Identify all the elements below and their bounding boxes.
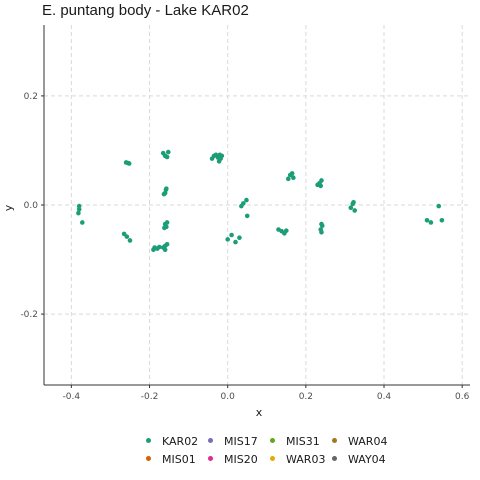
grid-lines bbox=[44, 25, 470, 385]
data-point bbox=[436, 203, 442, 209]
legend-item: MIS31 bbox=[264, 434, 326, 448]
data-point bbox=[319, 229, 324, 235]
legend-item: WAR04 bbox=[326, 434, 396, 448]
data-point bbox=[165, 149, 171, 155]
chart-title: E. puntang body - Lake KAR02 bbox=[42, 2, 249, 19]
tick-labels: -0.4 -0.2 0.0 0.2 0.4 0.6 -0.2 0.0 0.2 bbox=[20, 92, 469, 402]
data-point bbox=[161, 191, 167, 197]
x-tick-label: 0.4 bbox=[377, 392, 392, 402]
legend-key-icon bbox=[268, 436, 278, 446]
legend-item: MIS17 bbox=[202, 434, 264, 448]
data-point bbox=[352, 208, 358, 213]
data-point bbox=[229, 232, 234, 238]
data-point bbox=[284, 228, 289, 233]
data-point bbox=[164, 241, 170, 247]
legend-item: WAY04 bbox=[326, 452, 396, 466]
y-axis-title: y bbox=[2, 204, 15, 211]
data-point bbox=[351, 199, 356, 205]
data-point bbox=[80, 220, 85, 225]
legend-item: WAR03 bbox=[264, 452, 326, 466]
data-point bbox=[244, 197, 249, 203]
data-point bbox=[76, 203, 82, 209]
data-point bbox=[76, 210, 81, 216]
legend-key-icon bbox=[144, 436, 154, 446]
legend-item: KAR02 bbox=[140, 434, 202, 448]
data-point bbox=[291, 175, 296, 181]
y-tick-label: -0.2 bbox=[20, 310, 38, 320]
legend-label: KAR02 bbox=[162, 434, 199, 448]
legend-key-icon bbox=[330, 436, 340, 446]
data-point bbox=[424, 217, 430, 223]
legend-label: WAY04 bbox=[348, 452, 386, 466]
data-point bbox=[233, 239, 238, 245]
x-axis-title: x bbox=[256, 406, 263, 419]
legend-label: MIS31 bbox=[286, 434, 320, 448]
legend: KAR02 MIS17 MIS31 WAR04 MIS01 MIS20 WAR03 WAY04 bbox=[140, 434, 440, 466]
legend-key-icon bbox=[330, 454, 340, 464]
legend-key-icon bbox=[206, 436, 216, 446]
data-points bbox=[76, 149, 445, 253]
legend-key-icon bbox=[268, 454, 278, 464]
data-point bbox=[319, 223, 325, 229]
data-point bbox=[216, 159, 222, 164]
data-point bbox=[127, 238, 133, 243]
data-point bbox=[428, 220, 434, 225]
data-point bbox=[164, 220, 170, 225]
data-point bbox=[237, 235, 242, 241]
legend-item: MIS01 bbox=[140, 452, 202, 466]
legend-label: WAR03 bbox=[286, 452, 326, 466]
data-point bbox=[156, 244, 162, 250]
x-tick-label: 0.6 bbox=[455, 392, 470, 402]
legend-item: MIS20 bbox=[202, 452, 264, 466]
data-point bbox=[348, 205, 354, 211]
x-tick-label: 0.2 bbox=[299, 392, 313, 402]
legend-key-icon bbox=[144, 454, 154, 464]
x-tick-label: -0.4 bbox=[63, 392, 81, 402]
data-point bbox=[162, 225, 167, 231]
y-tick-label: 0.2 bbox=[24, 92, 38, 102]
data-point bbox=[76, 207, 82, 212]
data-point bbox=[164, 186, 169, 191]
legend-label: WAR04 bbox=[348, 434, 388, 448]
legend-label: MIS17 bbox=[224, 434, 258, 448]
x-tick-label: 0.0 bbox=[221, 392, 236, 402]
data-point bbox=[225, 237, 230, 242]
data-point bbox=[162, 247, 168, 253]
data-point bbox=[126, 161, 132, 166]
data-point bbox=[289, 171, 295, 176]
data-point bbox=[164, 154, 170, 160]
data-point bbox=[219, 153, 225, 159]
x-tick-label: -0.2 bbox=[141, 392, 159, 402]
data-point bbox=[319, 178, 324, 183]
data-point bbox=[318, 183, 324, 189]
legend-label: MIS01 bbox=[162, 452, 196, 466]
data-point bbox=[285, 176, 291, 182]
data-point bbox=[439, 217, 445, 223]
axis-frame bbox=[41, 25, 470, 388]
data-point bbox=[124, 234, 130, 239]
data-point bbox=[241, 201, 246, 206]
legend-key-icon bbox=[206, 454, 216, 464]
data-point bbox=[244, 213, 250, 219]
y-tick-label: 0.0 bbox=[24, 201, 39, 211]
legend-label: MIS20 bbox=[224, 452, 258, 466]
